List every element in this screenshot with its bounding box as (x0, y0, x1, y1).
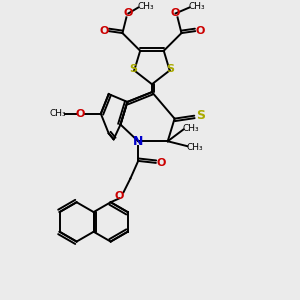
Text: O: O (115, 191, 124, 201)
Text: S: S (167, 64, 175, 74)
Text: CH₃: CH₃ (189, 2, 206, 11)
Text: O: O (76, 109, 85, 119)
Text: O: O (99, 26, 109, 36)
Text: S: S (129, 64, 137, 74)
Text: S: S (196, 109, 205, 122)
Text: O: O (124, 8, 133, 18)
Text: O: O (196, 26, 205, 36)
Text: O: O (156, 158, 166, 168)
Text: CH₃: CH₃ (49, 109, 66, 118)
Text: O: O (171, 8, 180, 18)
Text: CH₃: CH₃ (187, 143, 204, 152)
Text: CH₃: CH₃ (183, 124, 200, 133)
Text: CH₃: CH₃ (138, 2, 154, 11)
Text: N: N (133, 135, 143, 148)
